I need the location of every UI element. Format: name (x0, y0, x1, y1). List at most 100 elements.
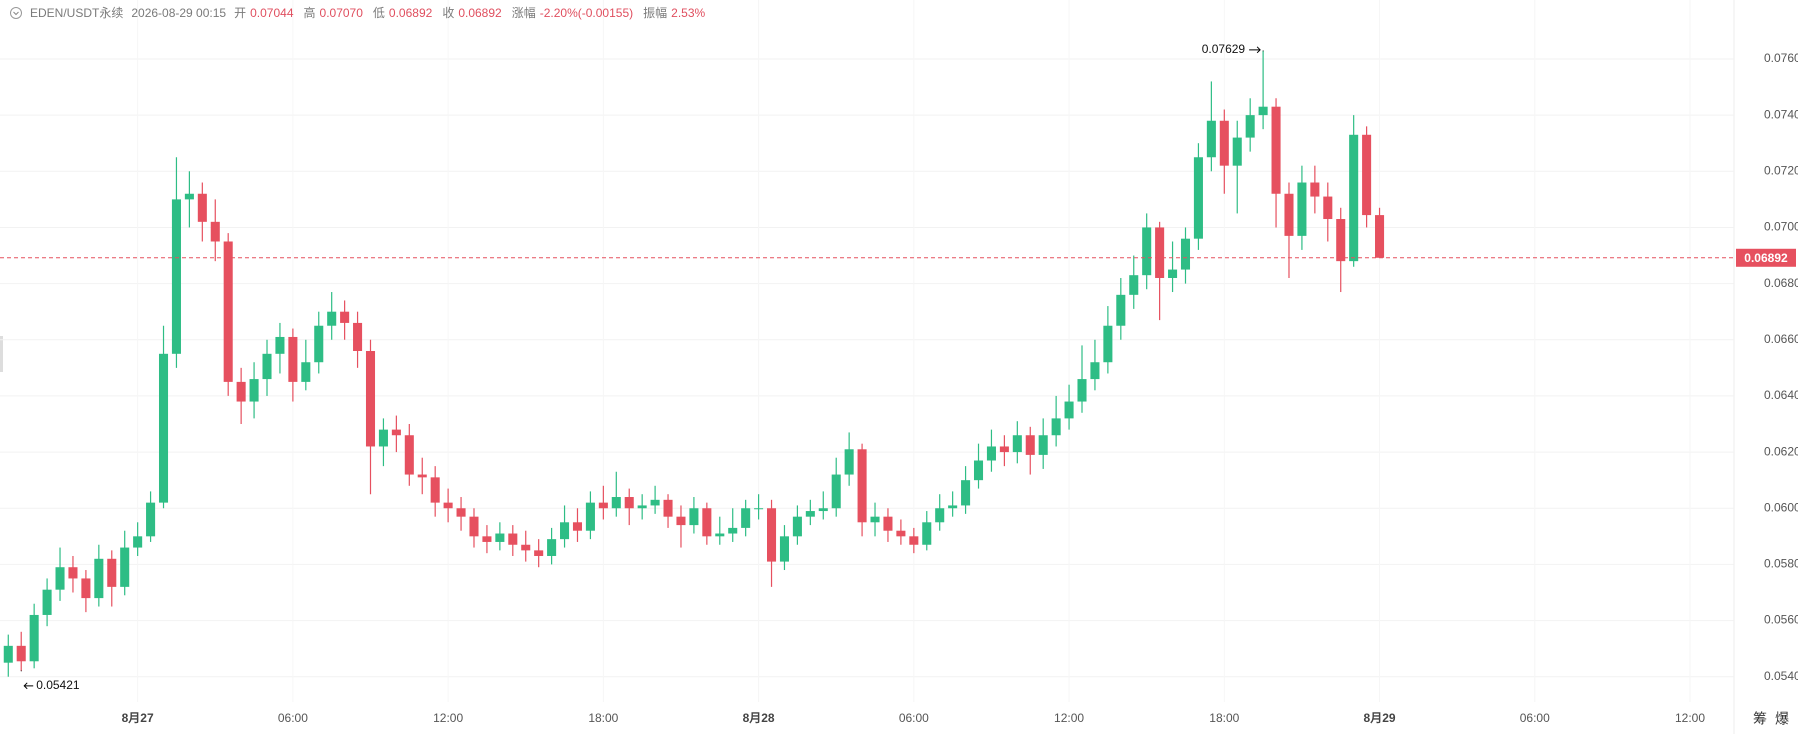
candle-body (42, 589, 52, 615)
candle-body (417, 474, 427, 478)
candle-body (133, 536, 143, 548)
x-tick-label: 18:00 (1209, 711, 1239, 725)
candle-body (482, 536, 492, 542)
candle-body (430, 477, 440, 503)
candle-body (1064, 401, 1074, 419)
candle-body (818, 508, 828, 512)
candle-body (158, 353, 169, 503)
candle-body (702, 508, 712, 537)
side-tab (0, 336, 3, 372)
chevron (13, 11, 19, 15)
candle-body (663, 499, 673, 517)
candle-body (107, 558, 117, 587)
candle-body (1219, 120, 1229, 166)
field-label: 振幅 (643, 6, 668, 20)
candle-body (146, 502, 156, 537)
candle-body (301, 362, 311, 382)
candle-body (3, 645, 13, 663)
candle-body (1103, 325, 1113, 363)
candle-body (521, 544, 531, 551)
candle-body (922, 522, 932, 545)
candle-body (1349, 134, 1359, 262)
candle-body (999, 446, 1009, 453)
candle-body (1155, 227, 1165, 278)
candle-body (650, 499, 660, 506)
x-tick-label: 8月29 (1364, 711, 1396, 725)
x-tick-label: 18:00 (588, 711, 618, 725)
candle-body (262, 353, 272, 380)
candle-body (585, 502, 595, 531)
header: EDEN/USDT永续 2026-08-29 00:15 开 0.07044 高 0.… (10, 4, 711, 21)
candle-body (1025, 435, 1035, 455)
candle-body (896, 530, 906, 537)
candle-body (1297, 182, 1307, 236)
candle-body (365, 351, 376, 447)
x-tick-label: 06:00 (899, 711, 929, 725)
candle-body (883, 516, 893, 531)
candle-body (275, 336, 285, 354)
candle-body (1142, 227, 1152, 276)
field-label: 涨幅 (511, 6, 536, 20)
time: 2026-08-29 00:15 (131, 5, 227, 20)
field-value: 0.06892 (458, 5, 502, 20)
candle-body (1129, 275, 1139, 295)
pair: EDEN/USDT永续 (30, 6, 124, 20)
candle-body (456, 508, 466, 517)
candle-body (961, 480, 971, 506)
candle-body (210, 221, 220, 242)
candle-body (689, 508, 699, 526)
candle-body (1193, 157, 1203, 239)
candle-body (935, 508, 945, 523)
candle-body (909, 536, 919, 545)
candle-body (16, 645, 26, 662)
candle-body (1051, 418, 1061, 436)
candle-body (805, 511, 815, 517)
candle-body (68, 567, 78, 579)
candle-body (236, 381, 246, 402)
annotation-arrow (23, 682, 34, 690)
candle-body (1012, 435, 1022, 453)
candle-body (598, 502, 608, 509)
x-tick-label: 12:00 (433, 711, 463, 725)
collapse-icon[interactable] (10, 6, 22, 19)
candle-body (534, 550, 544, 556)
candle-body (404, 435, 414, 475)
candle-body (1038, 435, 1048, 455)
candle-body (1090, 362, 1100, 380)
candle-body (715, 533, 725, 537)
field-value: 0.07044 (250, 5, 294, 20)
candle-body (857, 449, 867, 523)
footer-icon[interactable]: 筹 (1753, 711, 1767, 727)
candle-body (1362, 134, 1372, 216)
candle-body (728, 527, 738, 534)
candle-body (948, 505, 958, 509)
candle-body (1116, 294, 1126, 326)
candle-body (1077, 379, 1087, 402)
candle-body (1271, 106, 1281, 194)
annotation-label: 0.07629 (1202, 42, 1246, 56)
last-price-label: 0.06892 (1744, 251, 1788, 265)
field-value: 0.06892 (388, 5, 433, 20)
candle-body (973, 460, 984, 481)
candle-body (223, 241, 233, 382)
candle-body (508, 533, 518, 545)
candle-body (741, 508, 751, 528)
candle-body (94, 558, 104, 599)
footer-icon[interactable]: 爆 (1775, 711, 1789, 727)
candle-body (495, 533, 505, 542)
annotation-arrow (1249, 46, 1261, 54)
candle-body (120, 547, 130, 587)
candle-body (624, 497, 634, 509)
candle-body (1258, 106, 1268, 116)
candle-body (611, 497, 621, 509)
candle-body (1310, 182, 1320, 197)
candle-body (1336, 219, 1346, 262)
